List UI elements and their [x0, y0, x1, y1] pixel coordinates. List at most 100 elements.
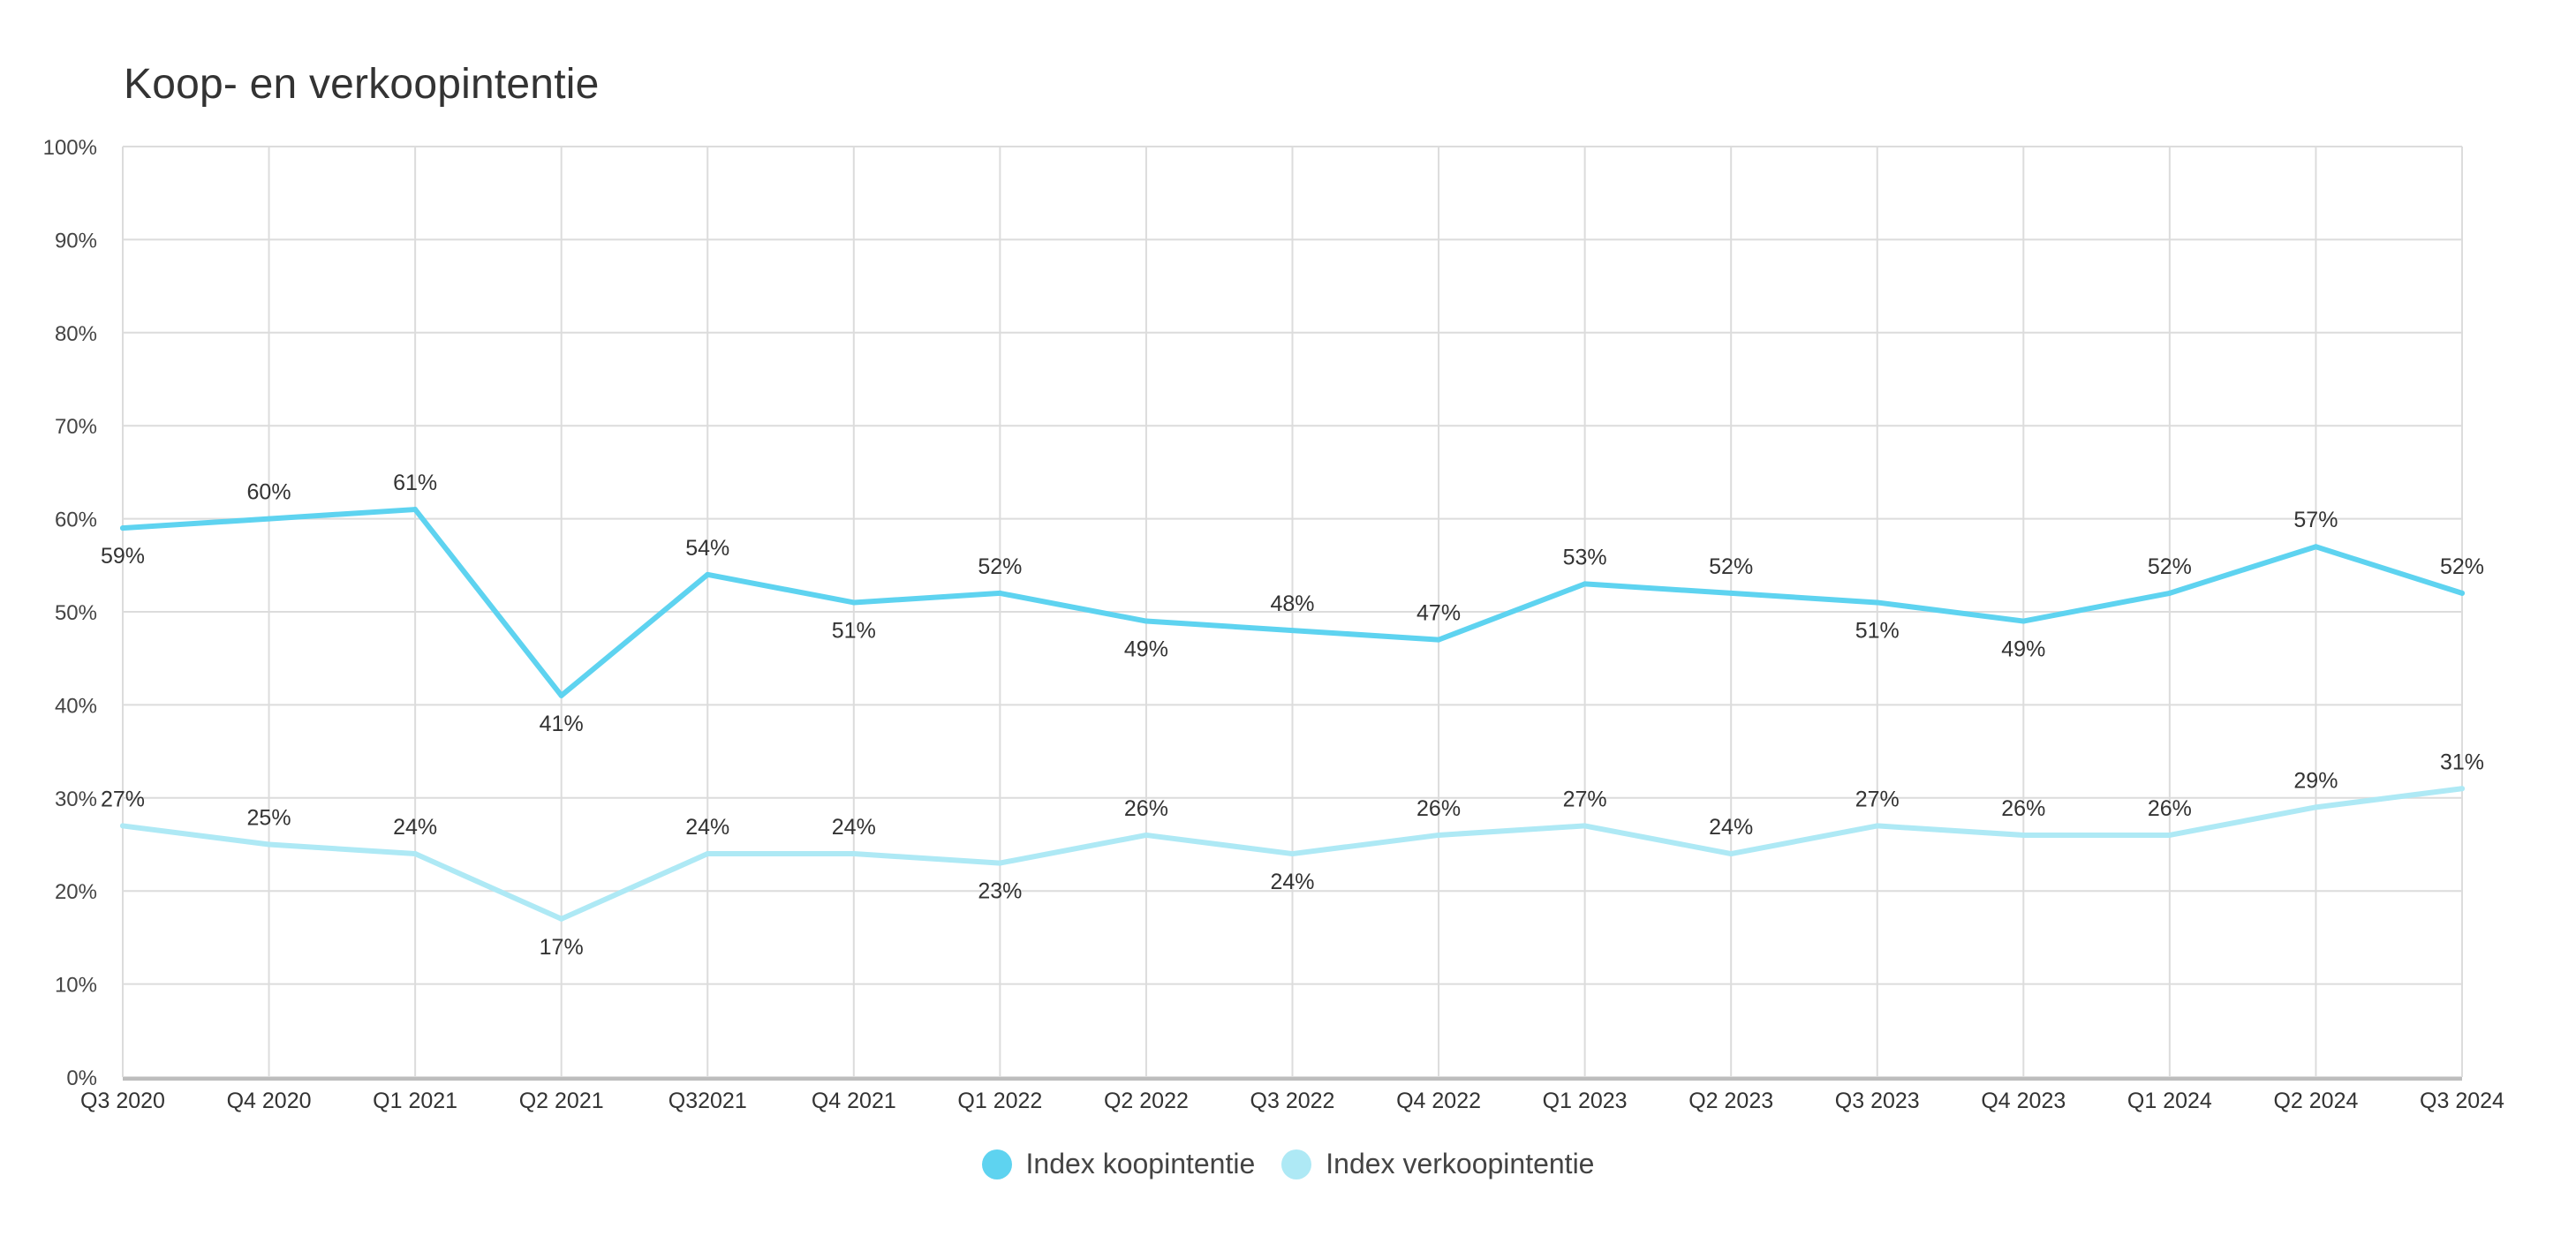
- data-label: 24%: [1270, 870, 1314, 894]
- x-tick-label: Q3 2024: [2420, 1089, 2504, 1113]
- x-tick-label: Q2 2024: [2273, 1089, 2358, 1113]
- data-point: [1143, 832, 1149, 838]
- x-tick-label: Q4 2023: [1981, 1089, 2066, 1113]
- data-point: [1728, 851, 1734, 857]
- chart-title: Koop- en verkoopintentie: [124, 61, 600, 108]
- y-tick-label: 100%: [43, 136, 97, 160]
- data-point: [2166, 832, 2172, 838]
- data-label: 52%: [1709, 554, 1753, 579]
- data-label: 41%: [540, 712, 584, 736]
- data-point: [2459, 590, 2465, 596]
- data-point: [1436, 832, 1442, 838]
- data-point: [1289, 851, 1296, 857]
- data-point: [120, 823, 125, 829]
- legend-swatch-verkoopintentie: [1281, 1149, 1312, 1179]
- data-point: [850, 599, 857, 606]
- y-tick-label: 60%: [55, 509, 97, 532]
- x-tick-label: Q3 2020: [80, 1089, 165, 1113]
- data-label: 52%: [2440, 554, 2484, 579]
- data-label: 61%: [393, 471, 437, 495]
- x-tick-label: Q32021: [669, 1089, 747, 1113]
- legend-swatch-koopintentie: [981, 1149, 1012, 1179]
- data-point: [2021, 618, 2027, 624]
- data-point: [1436, 637, 1442, 643]
- data-label: 52%: [978, 554, 1022, 579]
- data-label: 49%: [2001, 637, 2045, 662]
- data-label: 47%: [1416, 601, 1461, 626]
- y-tick-label: 70%: [55, 415, 97, 439]
- data-label: 31%: [2440, 750, 2484, 774]
- data-point: [1289, 628, 1296, 634]
- y-tick-label: 80%: [55, 322, 97, 346]
- legend-item-koopintentie[interactable]: Index koopintentie: [981, 1148, 1256, 1180]
- data-label: 24%: [832, 815, 876, 840]
- data-label: 59%: [101, 544, 145, 569]
- data-label: 27%: [1855, 787, 1900, 811]
- x-tick-label: Q4 2020: [227, 1089, 312, 1113]
- data-label: 54%: [685, 536, 729, 561]
- data-label: 60%: [247, 480, 291, 505]
- data-label: 25%: [247, 806, 291, 831]
- data-point: [705, 851, 711, 857]
- data-label: 57%: [2293, 508, 2338, 532]
- x-tick-label: Q1 2022: [957, 1089, 1042, 1113]
- data-label: 53%: [1563, 545, 1607, 569]
- data-label: 49%: [1124, 637, 1168, 662]
- data-label: 51%: [1855, 618, 1900, 643]
- y-tick-label: 40%: [55, 694, 97, 718]
- legend-item-verkoopintentie[interactable]: Index verkoopintentie: [1281, 1148, 1594, 1180]
- y-tick-label: 0%: [66, 1066, 97, 1090]
- data-label: 27%: [1563, 787, 1607, 811]
- data-point: [2313, 544, 2319, 550]
- x-tick-label: Q4 2022: [1396, 1089, 1481, 1113]
- data-label: 24%: [393, 815, 437, 840]
- data-point: [558, 916, 564, 922]
- x-tick-label: Q1 2023: [1543, 1089, 1628, 1113]
- data-point: [997, 860, 1003, 866]
- data-point: [2313, 804, 2319, 810]
- x-tick-label: Q2 2023: [1688, 1089, 1773, 1113]
- data-label: 26%: [2148, 796, 2192, 821]
- data-label: 24%: [685, 815, 729, 840]
- data-point: [558, 692, 564, 698]
- data-point: [266, 841, 272, 848]
- data-label: 27%: [101, 787, 145, 811]
- data-point: [1728, 590, 1734, 596]
- data-label: 26%: [2001, 796, 2045, 821]
- data-point: [412, 507, 419, 513]
- data-label: 26%: [1124, 796, 1168, 821]
- data-point: [705, 571, 711, 577]
- data-label: 51%: [832, 618, 876, 643]
- legend-label-verkoopintentie: Index verkoopintentie: [1326, 1148, 1595, 1179]
- y-tick-label: 90%: [55, 229, 97, 252]
- x-tick-label: Q2 2022: [1104, 1089, 1189, 1113]
- data-point: [2021, 832, 2027, 838]
- data-label: 24%: [1709, 815, 1753, 840]
- data-label: 17%: [540, 935, 584, 960]
- x-tick-label: Q3 2023: [1835, 1089, 1920, 1113]
- x-tick-label: Q2 2021: [519, 1089, 604, 1113]
- y-tick-label: 50%: [55, 601, 97, 625]
- x-tick-label: Q3 2022: [1250, 1089, 1335, 1113]
- x-tick-label: Q1 2024: [2127, 1089, 2212, 1113]
- data-label: 26%: [1416, 796, 1461, 821]
- legend-label-koopintentie: Index koopintentie: [1025, 1148, 1256, 1179]
- data-point: [1582, 823, 1588, 829]
- x-tick-label: Q1 2021: [373, 1089, 457, 1113]
- y-tick-label: 20%: [55, 880, 97, 904]
- data-point: [1143, 618, 1149, 624]
- data-label: 29%: [2293, 768, 2338, 793]
- data-point: [1874, 823, 1880, 829]
- data-label: 52%: [2148, 554, 2192, 579]
- y-tick-label: 10%: [55, 974, 97, 998]
- data-point: [2459, 786, 2465, 792]
- data-point: [412, 851, 419, 857]
- data-point: [997, 590, 1003, 596]
- data-point: [120, 525, 125, 531]
- data-label: 48%: [1270, 592, 1314, 616]
- data-point: [266, 516, 272, 522]
- data-label: 23%: [978, 879, 1022, 904]
- data-point: [2166, 590, 2172, 596]
